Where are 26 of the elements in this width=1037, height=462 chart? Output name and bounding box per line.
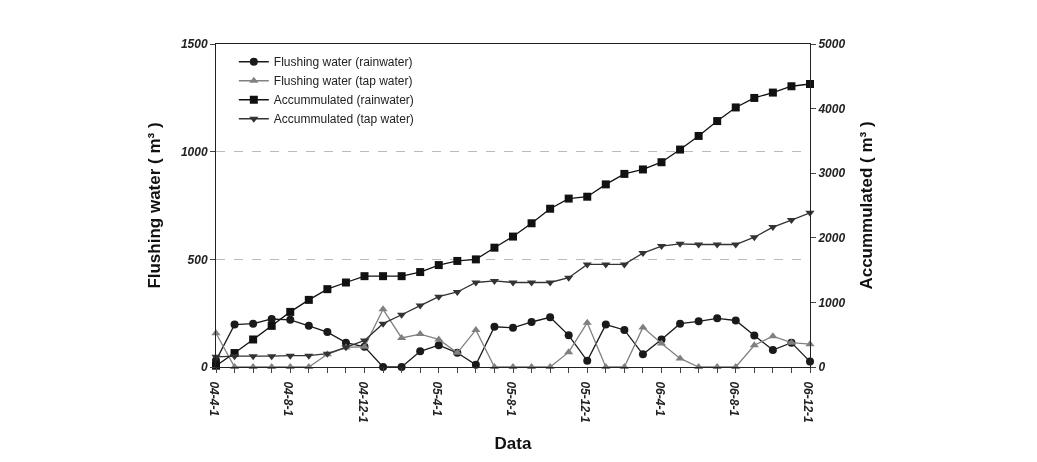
y-tick-label: 1000 xyxy=(180,144,208,159)
legend-label: Flushing water (rainwater) xyxy=(273,55,413,70)
y2-tick-label: 3000 xyxy=(818,166,846,181)
x-tick-label: 04-8-1 xyxy=(281,381,296,417)
legend-label: Accummulated (rainwater) xyxy=(273,93,414,108)
x-axis-title: Data xyxy=(494,434,532,454)
x-tick-label: 06-8-1 xyxy=(726,381,741,417)
y2-tick-label: 1000 xyxy=(818,295,846,310)
x-tick-label: 04-4-1 xyxy=(207,381,221,417)
y2-axis-title: Accummulated ( m³ ) xyxy=(856,121,876,290)
legend-label: Accummulated (tap water) xyxy=(273,112,414,127)
y-axis-title: Flushing water ( m³ ) xyxy=(145,122,165,289)
y-tick-label: 0 xyxy=(200,360,208,375)
y-tick-label: 500 xyxy=(187,252,208,267)
x-tick-label: 05-8-1 xyxy=(504,381,518,417)
x-tick-label: 05-4-1 xyxy=(429,381,444,417)
y-tick-label: 1500 xyxy=(180,37,208,52)
x-tick-label: 06-4-1 xyxy=(652,381,667,417)
x-tick-label: 05-12-1 xyxy=(578,381,593,424)
x-tick-label: 04-12-1 xyxy=(355,381,370,424)
y2-tick-label: 2000 xyxy=(817,231,846,245)
legend-label: Flushing water (tap water) xyxy=(273,74,413,89)
y2-tick-label: 4000 xyxy=(817,101,846,116)
y2-tick-label: 5000 xyxy=(818,37,846,52)
x-tick-label: 06-12-1 xyxy=(801,381,815,424)
y2-tick-label: 0 xyxy=(818,360,826,375)
